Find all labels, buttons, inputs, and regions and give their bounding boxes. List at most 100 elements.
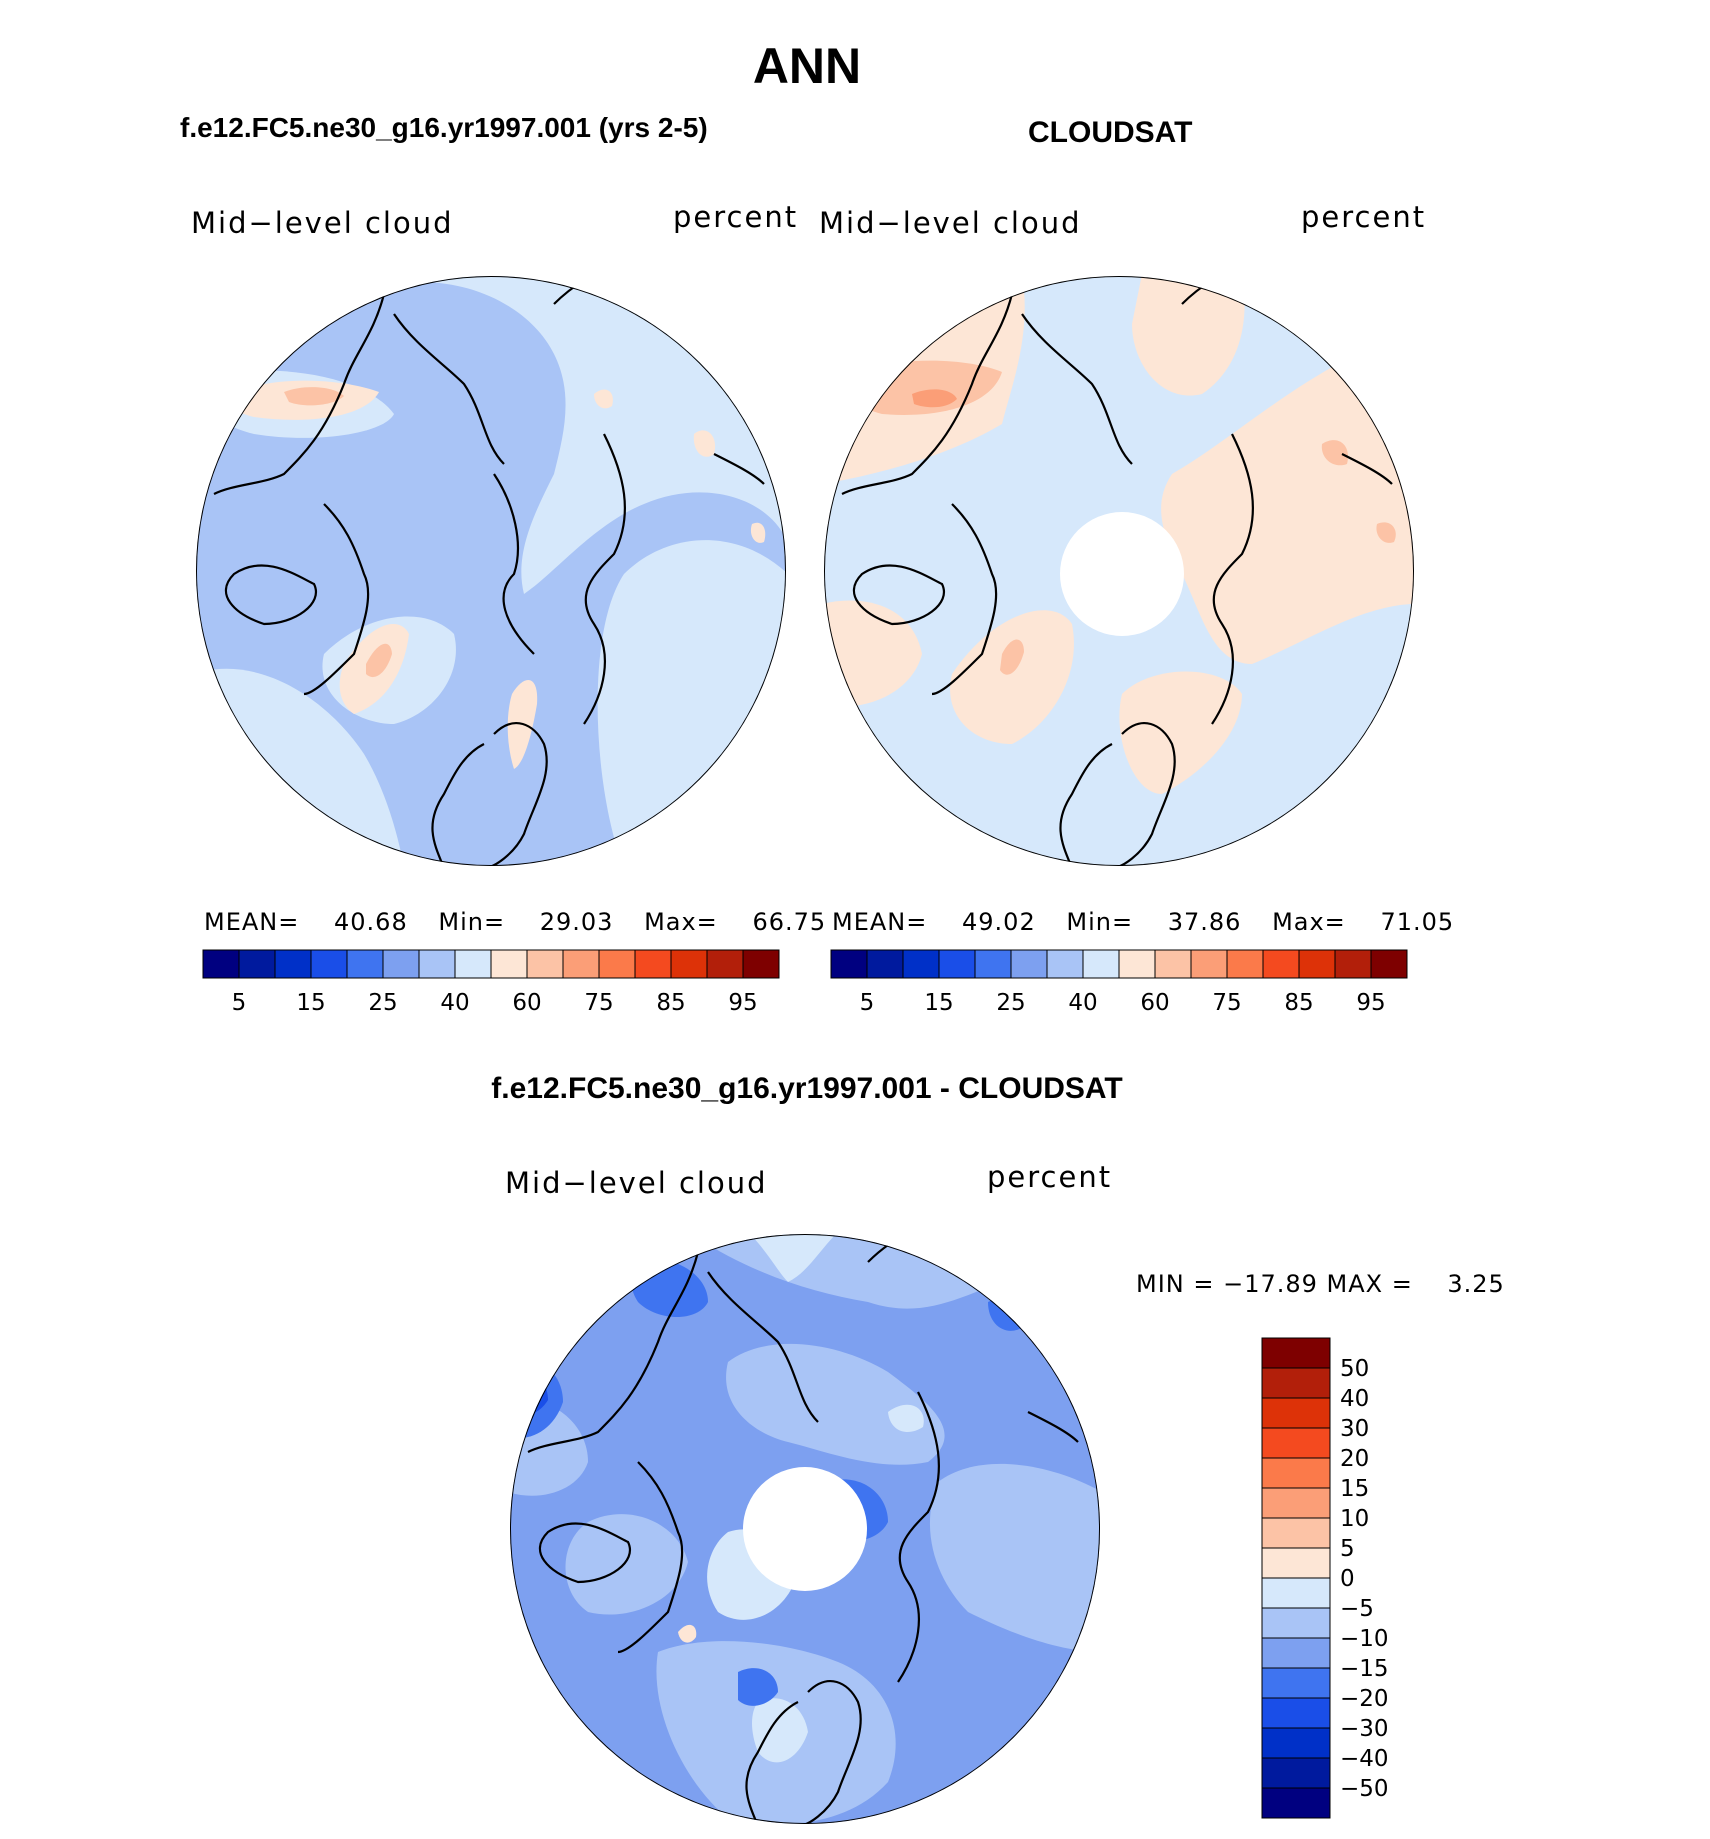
model-contour-light-region	[597, 540, 786, 866]
diff-colorbar-tick-label: −5	[1340, 1596, 1374, 1622]
model-variable-label: Mid−level cloud	[191, 206, 454, 240]
model-max-label: Max=	[644, 908, 718, 936]
diff-panel-title: f.e12.FC5.ne30_g16.yr1997.001 - CLOUDSAT	[491, 1072, 1123, 1105]
obs-colorbar-box	[1370, 949, 1408, 979]
model-contour-light-region	[364, 276, 786, 594]
obs-colorbar-box	[1154, 949, 1192, 979]
diff-colorbar-box	[1261, 1367, 1331, 1399]
model-mean-value: 40.68	[334, 908, 408, 936]
obs-colorbar: 5 15 25 40 60 75 85 95	[830, 949, 1408, 1016]
page-title: ANN	[752, 38, 862, 94]
obs-mean-value: 49.02	[962, 908, 1036, 936]
obs-colorbar-box	[1010, 949, 1048, 979]
diff-colorbar-tick-label: −10	[1340, 1626, 1389, 1652]
model-min-value: 29.03	[539, 908, 614, 936]
obs-contour-warm-region	[912, 389, 957, 408]
obs-min-label: Min=	[1066, 908, 1134, 936]
model-mean-label: MEAN=	[204, 908, 300, 936]
model-colorbar-box	[526, 949, 564, 979]
diff-colorbar-tick-label: 50	[1340, 1356, 1369, 1382]
diff-colorbar-box	[1261, 1487, 1331, 1519]
obs-colorbar-tick-label: 75	[1212, 990, 1241, 1016]
diff-colorbar-tick-label: 30	[1340, 1416, 1369, 1442]
obs-colorbar-tick-label: 60	[1140, 990, 1169, 1016]
model-colorbar-box	[562, 949, 600, 979]
obs-contour-warm-region	[824, 600, 922, 707]
obs-colorbar-box	[1334, 949, 1372, 979]
diff-colorbar-box	[1261, 1697, 1331, 1729]
obs-colorbar-box	[1046, 949, 1084, 979]
obs-units-label: percent	[1301, 200, 1427, 234]
obs-mean-label: MEAN=	[832, 908, 928, 936]
diff-colorbar-box	[1261, 1337, 1331, 1369]
obs-panel-title: CLOUDSAT	[1028, 116, 1193, 149]
diff-contour-light-region	[748, 1234, 838, 1282]
diff-contour-dark-region	[738, 1668, 778, 1706]
diff-contour-light-region	[888, 1404, 924, 1432]
obs-colorbar-tick-label: 40	[1068, 990, 1097, 1016]
diff-colorbar-box	[1261, 1757, 1331, 1789]
obs-variable-label: Mid−level cloud	[819, 206, 1082, 240]
diff-colorbar-tick-label: −40	[1340, 1746, 1389, 1772]
diff-colorbar-box	[1261, 1427, 1331, 1459]
obs-colorbar-box	[1262, 949, 1300, 979]
model-units-label: percent	[673, 200, 799, 234]
obs-colorbar-box	[974, 949, 1012, 979]
model-colorbar-box	[382, 949, 420, 979]
diff-contour-region	[726, 1343, 945, 1465]
model-min-label: Min=	[438, 908, 506, 936]
diff-contour-region	[565, 1514, 688, 1615]
obs-contour-warm-region	[950, 610, 1074, 744]
obs-colorbar-tick-label: 5	[860, 990, 875, 1016]
diff-polar-map	[510, 1234, 1100, 1824]
diff-contour-light-region	[752, 1698, 808, 1763]
diff-colorbar-box	[1261, 1547, 1331, 1579]
diff-colorbar-tick-label: −50	[1340, 1776, 1389, 1802]
diff-colorbar-tick-label: 40	[1340, 1386, 1369, 1412]
obs-colorbar-box	[902, 949, 940, 979]
obs-colorbar-tick-label: 15	[924, 990, 953, 1016]
diff-colorbar-box	[1261, 1727, 1331, 1759]
model-contour-warm-region	[284, 387, 344, 406]
obs-max-value: 71.05	[1380, 908, 1455, 936]
model-colorbar-box	[634, 949, 672, 979]
model-contour-warm-region	[693, 430, 716, 457]
diff-colorbar-tick-label: 15	[1340, 1476, 1369, 1502]
diff-missing-data-hole	[743, 1467, 867, 1591]
model-colorbar-box	[454, 949, 492, 979]
model-colorbar: 5 15 25 40 60 75 85 95	[202, 949, 780, 1016]
model-colorbar-box	[202, 949, 240, 979]
diff-colorbar-box	[1261, 1637, 1331, 1669]
diff-colorbar-box	[1261, 1457, 1331, 1489]
diff-colorbar-box	[1261, 1577, 1331, 1609]
diff-colorbar-tick-label: 10	[1340, 1506, 1369, 1532]
obs-contour-warm-region	[1119, 671, 1242, 794]
obs-colorbar-box	[938, 949, 976, 979]
obs-contour-warm-region	[1000, 639, 1024, 675]
model-colorbar-box	[346, 949, 384, 979]
obs-colorbar-tick-label: 95	[1356, 990, 1385, 1016]
diff-colorbar-tick-label: −20	[1340, 1686, 1389, 1712]
model-contour-warm-region	[366, 643, 392, 678]
diff-coastlines	[527, 1234, 1079, 1824]
obs-colorbar-box	[1190, 949, 1228, 979]
obs-min-value: 37.86	[1167, 908, 1242, 936]
diff-colorbar-tick-label: −15	[1340, 1656, 1389, 1682]
model-polar-map	[196, 276, 786, 866]
obs-contour-warm-region	[1161, 334, 1414, 664]
obs-missing-data-hole	[1060, 512, 1184, 636]
model-panel-title: f.e12.FC5.ne30_g16.yr1997.001 (yrs 2-5)	[180, 112, 708, 143]
model-contour-warm-region	[594, 389, 613, 409]
diff-colorbar-tick-label: 0	[1340, 1566, 1355, 1592]
obs-colorbar-box	[1118, 949, 1156, 979]
model-colorbar-tick-label: 15	[296, 990, 325, 1016]
model-colorbar-box	[598, 949, 636, 979]
model-colorbar-box	[670, 949, 708, 979]
obs-contour-warm-region	[1321, 440, 1348, 466]
model-colorbar-tick-label: 75	[584, 990, 613, 1016]
diff-colorbar-box	[1261, 1517, 1331, 1549]
diff-colorbar-tick-label: 5	[1340, 1536, 1355, 1562]
model-colorbar-tick-label: 25	[368, 990, 397, 1016]
obs-contour-warm-region	[1132, 276, 1245, 396]
